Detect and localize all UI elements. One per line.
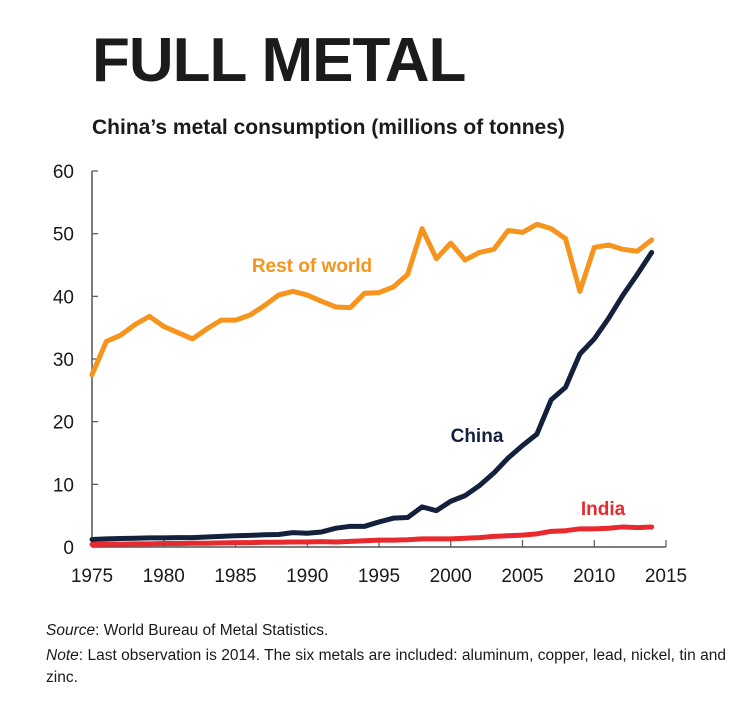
chart-series bbox=[89, 221, 655, 547]
x-tick-label: 1980 bbox=[143, 566, 185, 587]
x-tick-label: 2010 bbox=[573, 566, 615, 587]
footnote: Note: Last observation is 2014. The six … bbox=[46, 645, 726, 688]
series-label: Rest of world bbox=[252, 256, 372, 277]
x-tick-label: 1975 bbox=[71, 566, 113, 587]
series-line-china bbox=[89, 249, 655, 542]
y-tick-label: 0 bbox=[63, 538, 74, 559]
line-chart: 0 10 20 30 40 50 60 1975 1980 1985 1990 1995 2000 200… bbox=[53, 162, 687, 587]
series-label: China bbox=[451, 426, 504, 447]
source-note: Source: World Bureau of Metal Statistics… bbox=[46, 620, 328, 642]
y-tick-label: 40 bbox=[53, 287, 74, 308]
x-tick-label: 2015 bbox=[645, 566, 687, 587]
x-tick-label: 2000 bbox=[430, 566, 472, 587]
series-line-rest-of-world bbox=[89, 221, 655, 378]
chart-subtitle: China’s metal consumption (millions of t… bbox=[92, 116, 565, 139]
source-text: : World Bureau of Metal Statistics. bbox=[95, 622, 329, 639]
x-tick-label: 1990 bbox=[286, 566, 328, 587]
x-tick-label: 2005 bbox=[501, 566, 543, 587]
y-tick-label: 60 bbox=[53, 162, 74, 183]
series-label: India bbox=[581, 499, 626, 520]
x-tick-label: 1995 bbox=[358, 566, 400, 587]
source-label: Source bbox=[46, 622, 96, 639]
series-line-india bbox=[89, 524, 655, 547]
chart-series-labels: Rest of world China India bbox=[252, 256, 626, 520]
y-tick-label: 10 bbox=[53, 475, 74, 496]
x-tick-label: 1985 bbox=[214, 566, 256, 587]
note-label: Note bbox=[46, 647, 79, 664]
y-tick-label: 30 bbox=[53, 350, 74, 371]
chart-ticks: 0 10 20 30 40 50 60 1975 1980 1985 1990 1995 2000 200… bbox=[53, 162, 687, 587]
y-tick-label: 50 bbox=[53, 225, 74, 246]
note-text: : Last observation is 2014. The six meta… bbox=[46, 647, 726, 686]
chart-title: FULL METAL bbox=[92, 26, 466, 95]
y-tick-label: 20 bbox=[53, 413, 74, 434]
